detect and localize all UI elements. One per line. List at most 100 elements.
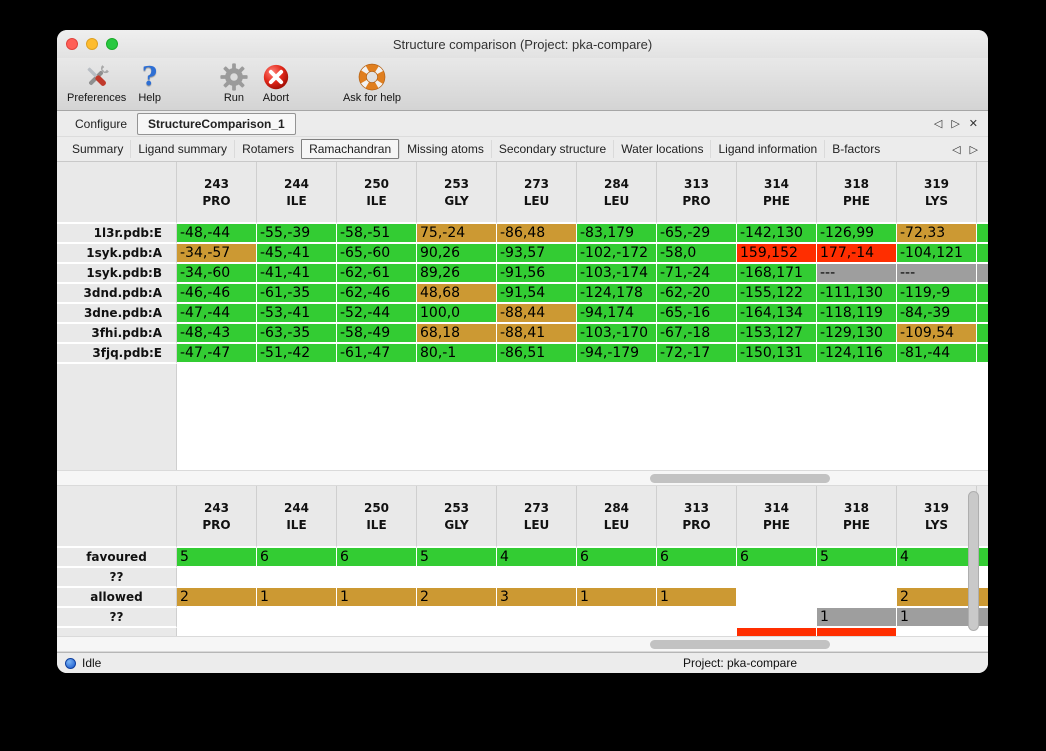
table-background [177,364,988,470]
summary-count-cell [257,608,337,628]
overflow-cell [977,568,988,588]
phi-psi-cell: -71,-24 [657,264,737,284]
column-number: 284 [603,500,630,515]
phi-psi-cell: -150,131 [737,344,817,364]
gear-icon [219,61,249,92]
main-horizontal-scrollbar[interactable] [57,470,988,486]
tool-label: Help [138,92,161,104]
help-button[interactable]: ? Help [132,60,167,105]
phi-psi-cell: -142,130 [737,224,817,244]
summary-horizontal-scrollbar[interactable] [57,636,988,652]
summary-horizontal-scrollbar-thumb[interactable] [650,640,830,649]
subtab-b-factors[interactable]: B-factors [824,140,887,158]
column-residue: PRO [682,193,711,208]
column-header: 318 PHE [817,162,897,224]
subtab-ramachandran[interactable]: Ramachandran [301,139,400,159]
phi-psi-cell: -88,41 [497,324,577,344]
column-header-overflow [977,162,988,224]
summary-count-cell [737,568,817,588]
subtab-secondary-structure[interactable]: Secondary structure [490,140,613,158]
summary-count-cell: 4 [897,548,977,568]
summary-count-cell [497,608,577,628]
subtab-ligand-summary[interactable]: Ligand summary [130,140,234,158]
tab-configure[interactable]: Configure [75,116,128,131]
summary-count-cell [177,608,257,628]
phi-psi-cell: -62,-61 [337,264,417,284]
summary-count-cell [737,588,817,608]
column-residue: LEU [603,517,630,532]
phi-psi-cell: -81,-44 [897,344,977,364]
column-number: 243 [203,176,230,191]
phi-psi-cell: -65,-16 [657,304,737,324]
phi-psi-cell: -94,-179 [577,344,657,364]
tab-prev-arrow[interactable]: ◁ [933,118,943,130]
phi-psi-cell: -34,-60 [177,264,257,284]
summary-vertical-scrollbar-thumb[interactable] [968,491,979,631]
column-header: 318 PHE [817,486,897,548]
phi-psi-cell: -111,130 [817,284,897,304]
tab-next-arrow[interactable]: ▷ [951,118,960,130]
ask-for-help-button[interactable]: Ask for help [337,60,407,105]
column-header: 243 PRO [177,486,257,548]
phi-psi-cell: -72,33 [897,224,977,244]
phi-psi-cell: -53,-41 [257,304,337,324]
column-residue: PHE [762,193,791,208]
abort-button[interactable]: Abort [255,60,297,105]
subtab-summary[interactable]: Summary [72,142,124,156]
subtab-rotamers[interactable]: Rotamers [234,140,301,158]
tab-bar: Configure StructureComparison_1 ◁ ▷ ✕ [57,111,988,137]
question-mark-icon: ? [142,61,158,92]
column-residue: PRO [202,193,231,208]
column-number: 253 [443,500,470,515]
column-residue: PHE [762,517,791,532]
column-header: 313 PRO [657,486,737,548]
close-window-button[interactable] [66,38,78,50]
phi-psi-cell: -124,178 [577,284,657,304]
phi-psi-cell: -65,-60 [337,244,417,264]
summary-count-cell [577,568,657,588]
row-label-column-fill [57,364,177,470]
subtab-water-locations[interactable]: Water locations [613,140,710,158]
run-button[interactable]: Run [213,60,255,105]
phi-psi-cell: -88,44 [497,304,577,324]
zoom-window-button[interactable] [106,38,118,50]
summary-count-cell: 6 [737,548,817,568]
column-residue: ILE [366,193,387,208]
summary-count-cell: 6 [337,548,417,568]
column-residue: GLY [444,517,469,532]
summary-count-cell-partial [737,628,817,636]
status-indicator: Idle [57,656,101,670]
summary-count-cell-partial [577,628,657,636]
phi-psi-cell: -61,-47 [337,344,417,364]
summary-count-cell-partial [177,628,257,636]
row-label: ?? [57,568,177,588]
ramachandran-summary-table: 243 PRO 244 ILE 250 ILE 253 GLY 273 LEU 284 LEU 313 P… [57,486,988,636]
subtab-missing-atoms[interactable]: Missing atoms [399,140,491,158]
column-header: 314 PHE [737,162,817,224]
subtab-next-arrow[interactable]: ▷ [969,143,978,156]
subtab-prev-arrow[interactable]: ◁ [952,143,961,156]
summary-count-cell: 1 [897,608,977,628]
tab-close-icon[interactable]: ✕ [968,118,978,130]
preferences-button[interactable]: Preferences [61,60,132,105]
row-label-partial [57,628,177,636]
column-number: 250 [363,176,390,191]
phi-psi-cell: -84,-39 [897,304,977,324]
column-number: 253 [443,176,470,191]
summary-count-cell [817,568,897,588]
phi-psi-cell: 177,-14 [817,244,897,264]
toolbar: Preferences ? Help [57,58,988,111]
main-horizontal-scrollbar-thumb[interactable] [650,474,830,483]
minimize-window-button[interactable] [86,38,98,50]
column-residue: LYS [924,193,949,208]
phi-psi-cell: 80,-1 [417,344,497,364]
summary-count-cell [257,568,337,588]
summary-count-cell-partial [657,628,737,636]
overflow-cell [977,588,988,608]
summary-count-cell-partial [257,628,337,636]
subtab-ligand-information[interactable]: Ligand information [710,140,824,158]
tab-structurecomparison-1[interactable]: StructureComparison_1 [137,112,296,135]
project-label: Project: pka-compare [682,656,798,670]
column-residue: ILE [366,517,387,532]
summary-count-cell-partial [897,628,977,636]
